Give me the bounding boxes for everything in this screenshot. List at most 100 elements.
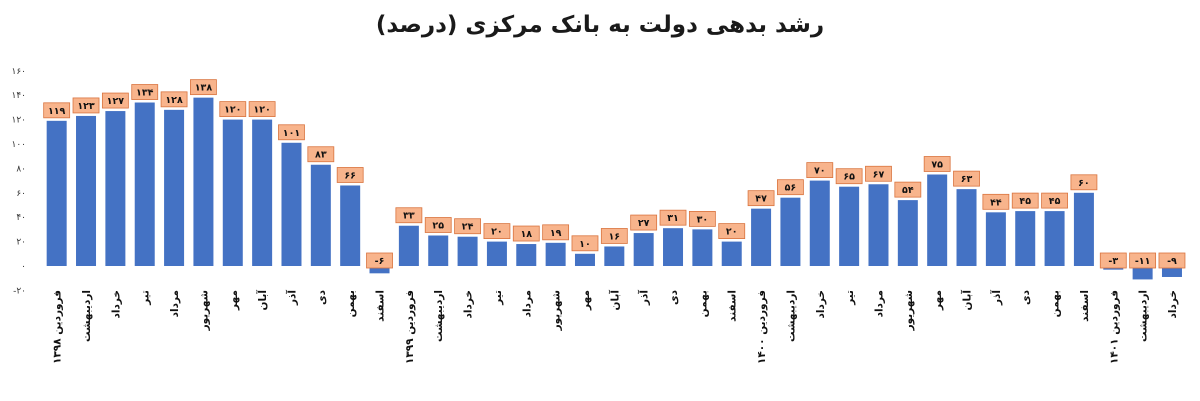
y-tick-label: ۶۰ <box>16 189 26 199</box>
y-tick-label: -۲۰ <box>13 286 26 296</box>
x-tick-label: دی <box>1020 289 1032 305</box>
data-label: ۸۳ <box>315 150 327 161</box>
x-tick-label: مرداد <box>169 290 181 317</box>
bar <box>105 111 126 266</box>
bar <box>369 266 390 274</box>
data-label: ۱۲۸ <box>165 95 183 106</box>
bar <box>663 228 684 266</box>
bar <box>164 109 185 266</box>
x-tick-label: فروردین ۱۴۰۰ <box>756 290 768 364</box>
x-tick-label: خرداد <box>1167 290 1179 318</box>
x-tick-label: آبان <box>608 290 621 311</box>
data-label: ۶۳ <box>961 174 973 185</box>
bar <box>721 241 742 266</box>
x-tick-label: اسفند <box>1079 290 1091 322</box>
data-labels-group: ۱۱۹ ۱۲۳ ۱۲۷ ۱۳۴ ۱۲۸ ۱۳۸ ۱۲۰ ۱۲۰ ۱۰۱ ۸۳ ۶۶ -۶ ۳۳ ۲۵ ۲۴ ۲… <box>43 79 1186 269</box>
x-tick-label: تیر <box>844 290 856 306</box>
data-label-box <box>336 167 364 183</box>
x-tick-label: شهریور <box>903 290 915 331</box>
data-label: ۵۴ <box>902 185 914 196</box>
bar <box>956 189 977 266</box>
data-label-box <box>542 224 570 241</box>
bar <box>927 174 948 266</box>
data-label-box <box>953 170 980 187</box>
data-label: -۹ <box>1167 256 1177 267</box>
data-label-box <box>923 156 951 172</box>
data-label-box <box>777 179 804 196</box>
data-label: ۶۷ <box>873 169 885 180</box>
data-label-box <box>512 225 540 242</box>
bar <box>252 119 273 266</box>
y-tick-label: ۱۰۰ <box>11 140 26 150</box>
data-label-box <box>806 162 834 179</box>
bar <box>486 241 507 266</box>
data-label-box <box>190 79 217 96</box>
x-tick-label: آبان <box>961 290 974 311</box>
data-label: -۶ <box>375 256 385 267</box>
data-label: ۴۷ <box>755 194 767 205</box>
bar <box>310 164 331 266</box>
bars-group <box>46 97 1182 280</box>
bar <box>868 184 889 266</box>
y-tick-label: ۱۲۰ <box>11 116 26 126</box>
x-tick-label: اسفند <box>727 290 739 322</box>
x-tick-label: مرداد <box>873 290 885 317</box>
data-label-box <box>659 209 687 226</box>
x-tick-label: دی <box>668 289 680 305</box>
x-tick-label: اردیبهشت <box>81 290 93 342</box>
x-tick-label: دی <box>316 289 328 305</box>
x-tick-label: آذر <box>638 290 651 306</box>
data-label: ۱۲۰ <box>253 105 270 116</box>
data-label: ۵۶ <box>785 183 797 194</box>
data-label: ۲۰ <box>491 227 503 238</box>
bar <box>1073 192 1094 266</box>
bar <box>281 142 302 266</box>
data-label-box <box>630 214 658 231</box>
bar <box>897 200 918 266</box>
data-label: ۶۰ <box>1078 178 1090 189</box>
y-tick-label: ۱۴۰ <box>11 91 26 101</box>
data-label-box <box>72 97 100 114</box>
bar <box>604 246 625 266</box>
data-label-box <box>424 217 452 233</box>
data-label-box <box>454 218 481 235</box>
x-tick-label: بهمن <box>697 290 709 317</box>
x-tick-label: فروردین ۱۳۹۸ <box>52 290 64 364</box>
data-label: ۲۴ <box>462 222 474 233</box>
data-label-box <box>571 235 599 252</box>
data-label: ۳۰ <box>697 214 709 225</box>
x-tick-label: آبان <box>256 290 269 311</box>
chart-title: رشد بدهی دولت به بانک مرکزی (درصد) <box>375 12 825 38</box>
data-label: ۱۳۴ <box>136 88 154 99</box>
data-label-box <box>101 92 129 109</box>
data-label: ۷۵ <box>931 160 943 171</box>
data-label-box <box>1041 192 1068 209</box>
data-label: ۱۲۳ <box>77 101 95 112</box>
data-label: ۱۱۹ <box>48 106 66 117</box>
data-label: ۲۷ <box>638 218 650 229</box>
data-label-box <box>1070 174 1098 191</box>
y-tick-label: ۲۰ <box>16 238 26 248</box>
bar <box>134 102 155 267</box>
x-tick-label: بهمن <box>345 290 357 317</box>
x-tick-label: فروردین ۱۳۹۹ <box>404 290 416 364</box>
data-label-box <box>278 124 305 141</box>
bar <box>809 180 830 266</box>
x-tick-label: مهر <box>580 290 592 311</box>
data-label: ۱۳۸ <box>195 83 213 94</box>
data-label-box <box>894 181 922 198</box>
data-label-box <box>248 101 276 117</box>
y-axis: -۲۰ ۰ ۲۰ ۴۰ ۶۰ ۸۰ ۱۰۰ ۱۲۰ ۱۴۰ ۱۶۰ <box>11 67 26 297</box>
bar <box>516 244 537 266</box>
x-tick-label: مهر <box>932 290 944 311</box>
data-label: ۴۵ <box>1019 196 1031 207</box>
x-tick-label: شهریور <box>551 290 563 331</box>
bar <box>46 120 67 266</box>
x-tick-label: خرداد <box>463 290 475 318</box>
data-label-box <box>865 165 892 182</box>
data-label: -۳ <box>1108 256 1118 267</box>
x-tick-label: اسفند <box>375 290 387 322</box>
bar <box>1044 211 1065 266</box>
data-label-box <box>131 84 159 100</box>
